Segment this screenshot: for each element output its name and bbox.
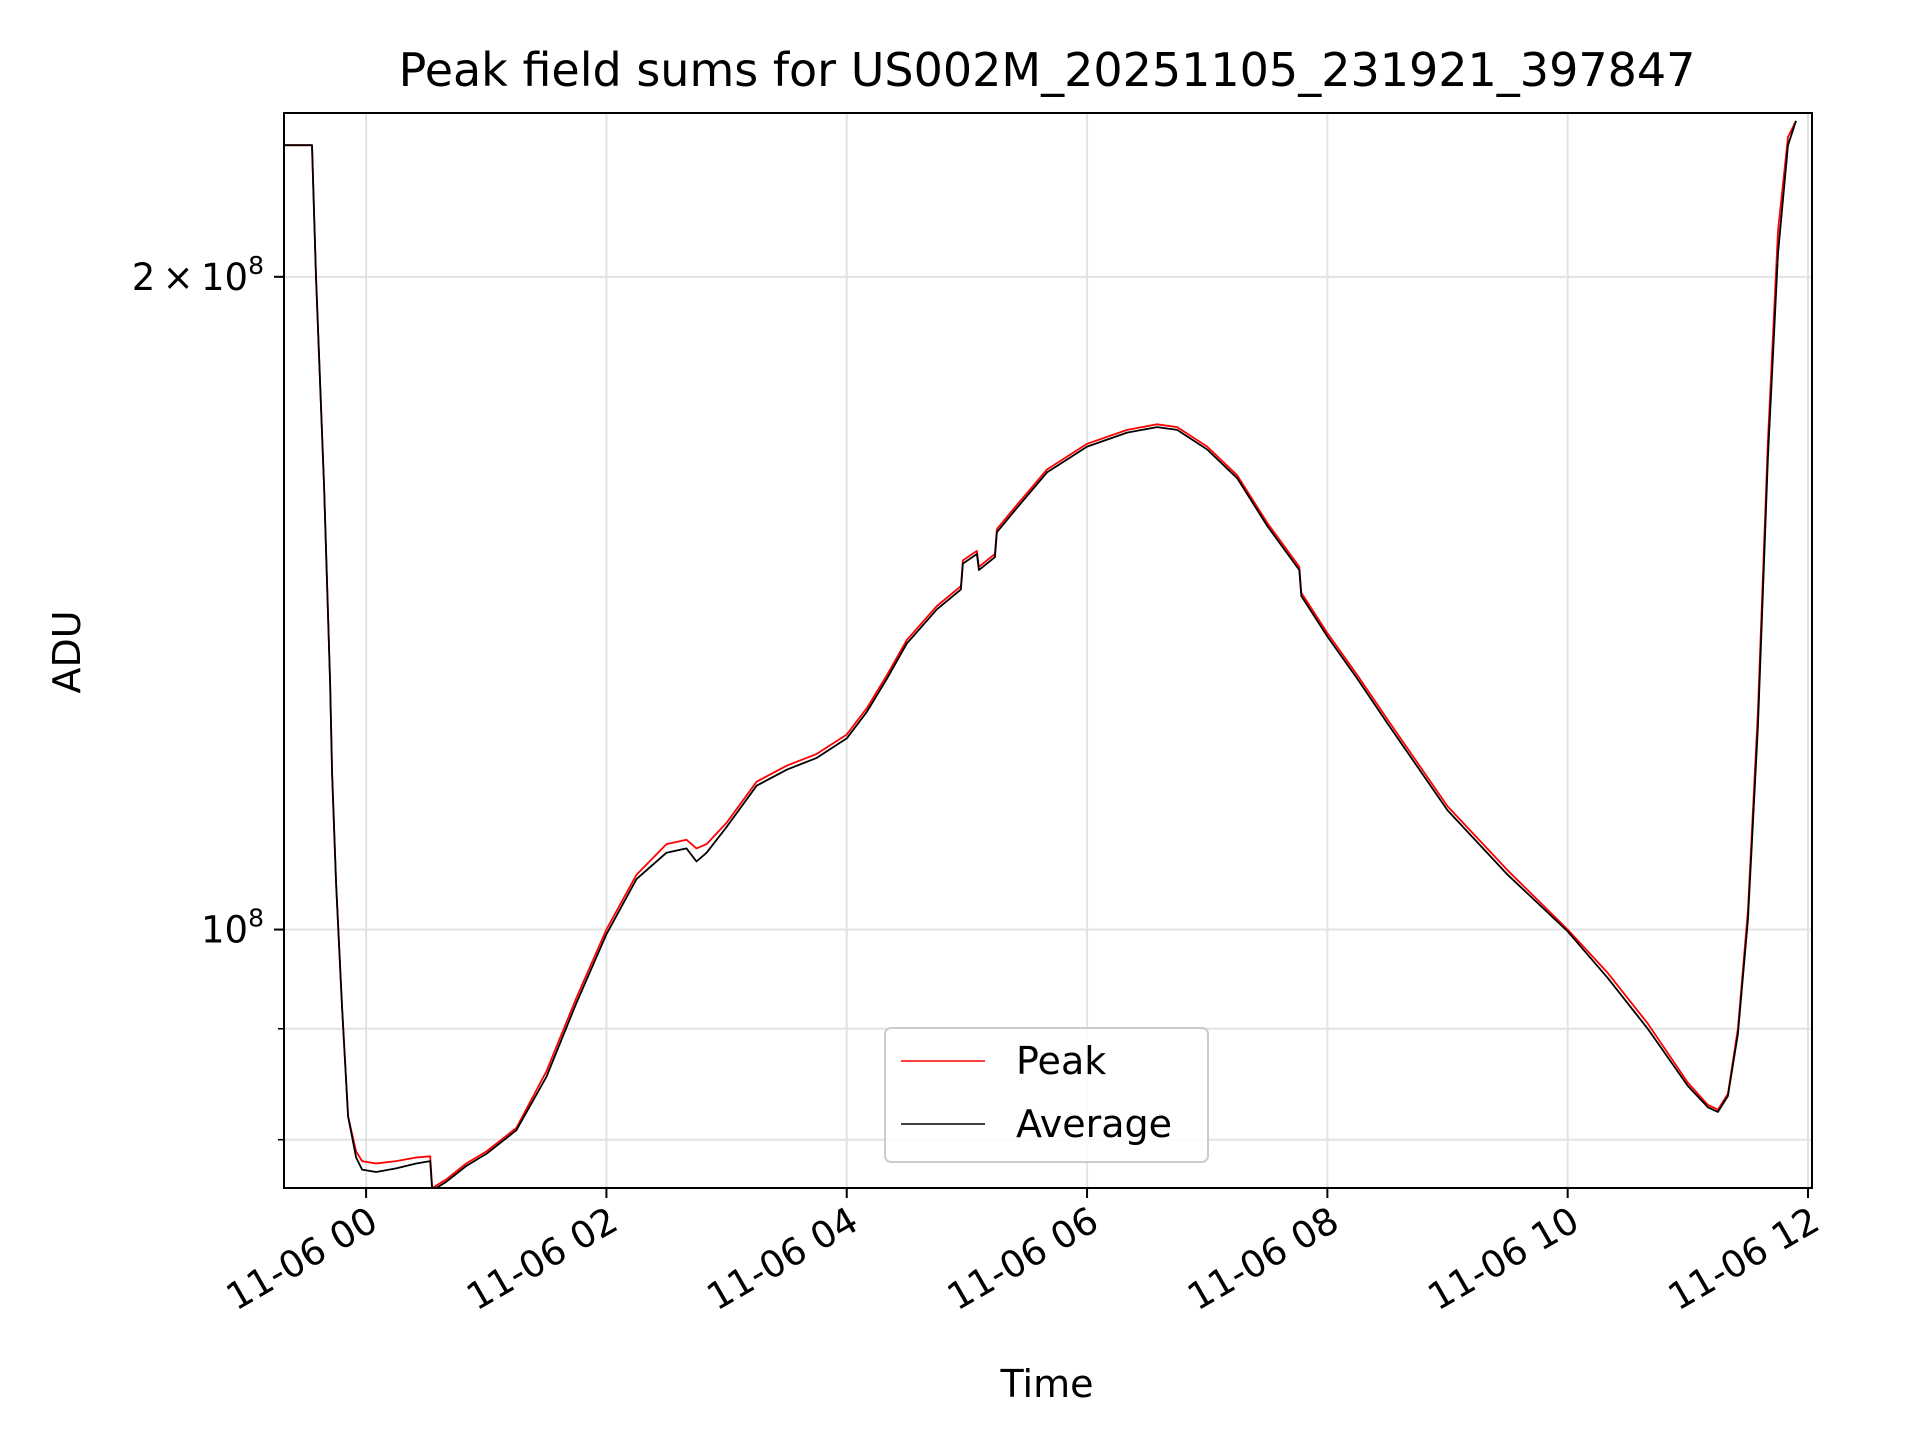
legend-label-peak: Peak bbox=[1016, 1039, 1106, 1083]
y-tick-label: 2 × 108 bbox=[132, 251, 264, 299]
chart-title: Peak field sums for US002M_20251105_2319… bbox=[399, 43, 1696, 97]
series-line-average bbox=[284, 120, 1797, 1188]
legend: Peak Average bbox=[884, 1027, 1209, 1163]
grid bbox=[284, 113, 1812, 1188]
series-line-peak bbox=[284, 120, 1797, 1188]
legend-label-average: Average bbox=[1016, 1102, 1172, 1146]
y-axis-label: ADU bbox=[45, 610, 89, 693]
series-layer bbox=[284, 120, 1797, 1188]
plot-frame bbox=[283, 112, 1813, 1189]
x-axis-label: Time bbox=[1000, 1362, 1094, 1406]
